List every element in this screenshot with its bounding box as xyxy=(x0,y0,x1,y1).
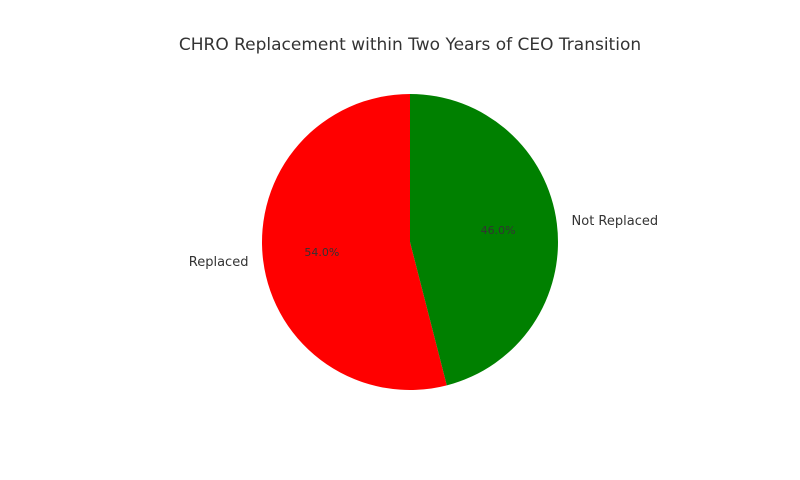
percent-label: 46.0% xyxy=(481,224,516,237)
chart-title: CHRO Replacement within Two Years of CEO… xyxy=(179,35,641,55)
slice-label: Not Replaced xyxy=(572,214,659,229)
percent-label: 54.0% xyxy=(304,246,339,259)
pie-slice xyxy=(410,94,558,386)
slice-label: Replaced xyxy=(189,255,249,270)
pie-slice xyxy=(261,94,447,391)
